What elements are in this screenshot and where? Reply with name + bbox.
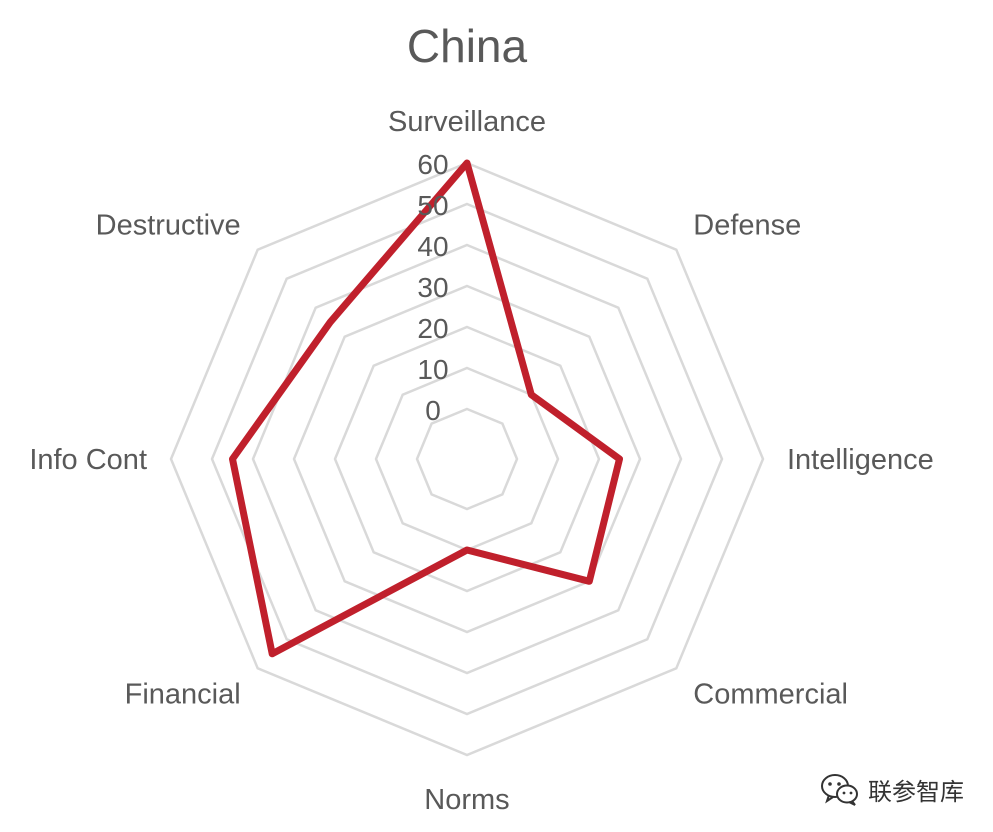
chart-title: China bbox=[407, 20, 528, 72]
grid-ring-0 bbox=[415, 407, 519, 511]
grid-ring-30 bbox=[292, 284, 642, 634]
radial-tick-labels: 0 10 20 30 40 50 60 bbox=[417, 149, 448, 426]
watermark: 联参智库 bbox=[820, 772, 964, 807]
data-point-norms bbox=[464, 547, 470, 553]
tick-label-30: 30 bbox=[417, 272, 448, 303]
category-labels: Surveillance Defense Intelligence Commercia… bbox=[29, 106, 933, 816]
data-point-financial bbox=[269, 650, 276, 657]
tick-label-20: 20 bbox=[417, 313, 448, 344]
data-point-defense bbox=[528, 391, 535, 398]
category-label-surveillance: Surveillance bbox=[388, 106, 546, 138]
tick-label-10: 10 bbox=[417, 354, 448, 385]
tick-label-0: 0 bbox=[425, 395, 441, 426]
watermark-text: 联参智库 bbox=[868, 778, 964, 806]
radar-grid bbox=[169, 161, 765, 757]
data-point-info-cont bbox=[229, 456, 236, 462]
wechat-logo-icon bbox=[821, 773, 858, 806]
grid-ring-20 bbox=[333, 325, 601, 593]
category-label-financial: Financial bbox=[125, 678, 241, 710]
tick-label-60: 60 bbox=[417, 149, 448, 180]
tick-label-40: 40 bbox=[417, 231, 448, 262]
category-label-info-cont: Info Cont bbox=[29, 444, 147, 476]
grid-ring-60 bbox=[169, 161, 765, 757]
series-layer bbox=[229, 159, 623, 658]
category-label-intelligence: Intelligence bbox=[787, 444, 934, 476]
category-label-defense: Defense bbox=[693, 210, 801, 242]
category-label-destructive: Destructive bbox=[96, 210, 241, 242]
grid-ring-50 bbox=[210, 202, 724, 716]
tick-label-50: 50 bbox=[417, 190, 448, 221]
category-label-commercial: Commercial bbox=[693, 678, 848, 710]
data-point-commercial bbox=[586, 578, 593, 585]
data-point-surveillance bbox=[464, 160, 470, 166]
category-label-norms: Norms bbox=[424, 784, 509, 816]
grid-ring-40 bbox=[251, 243, 683, 675]
data-point-destructive bbox=[327, 319, 334, 326]
data-point-intelligence bbox=[616, 456, 623, 462]
